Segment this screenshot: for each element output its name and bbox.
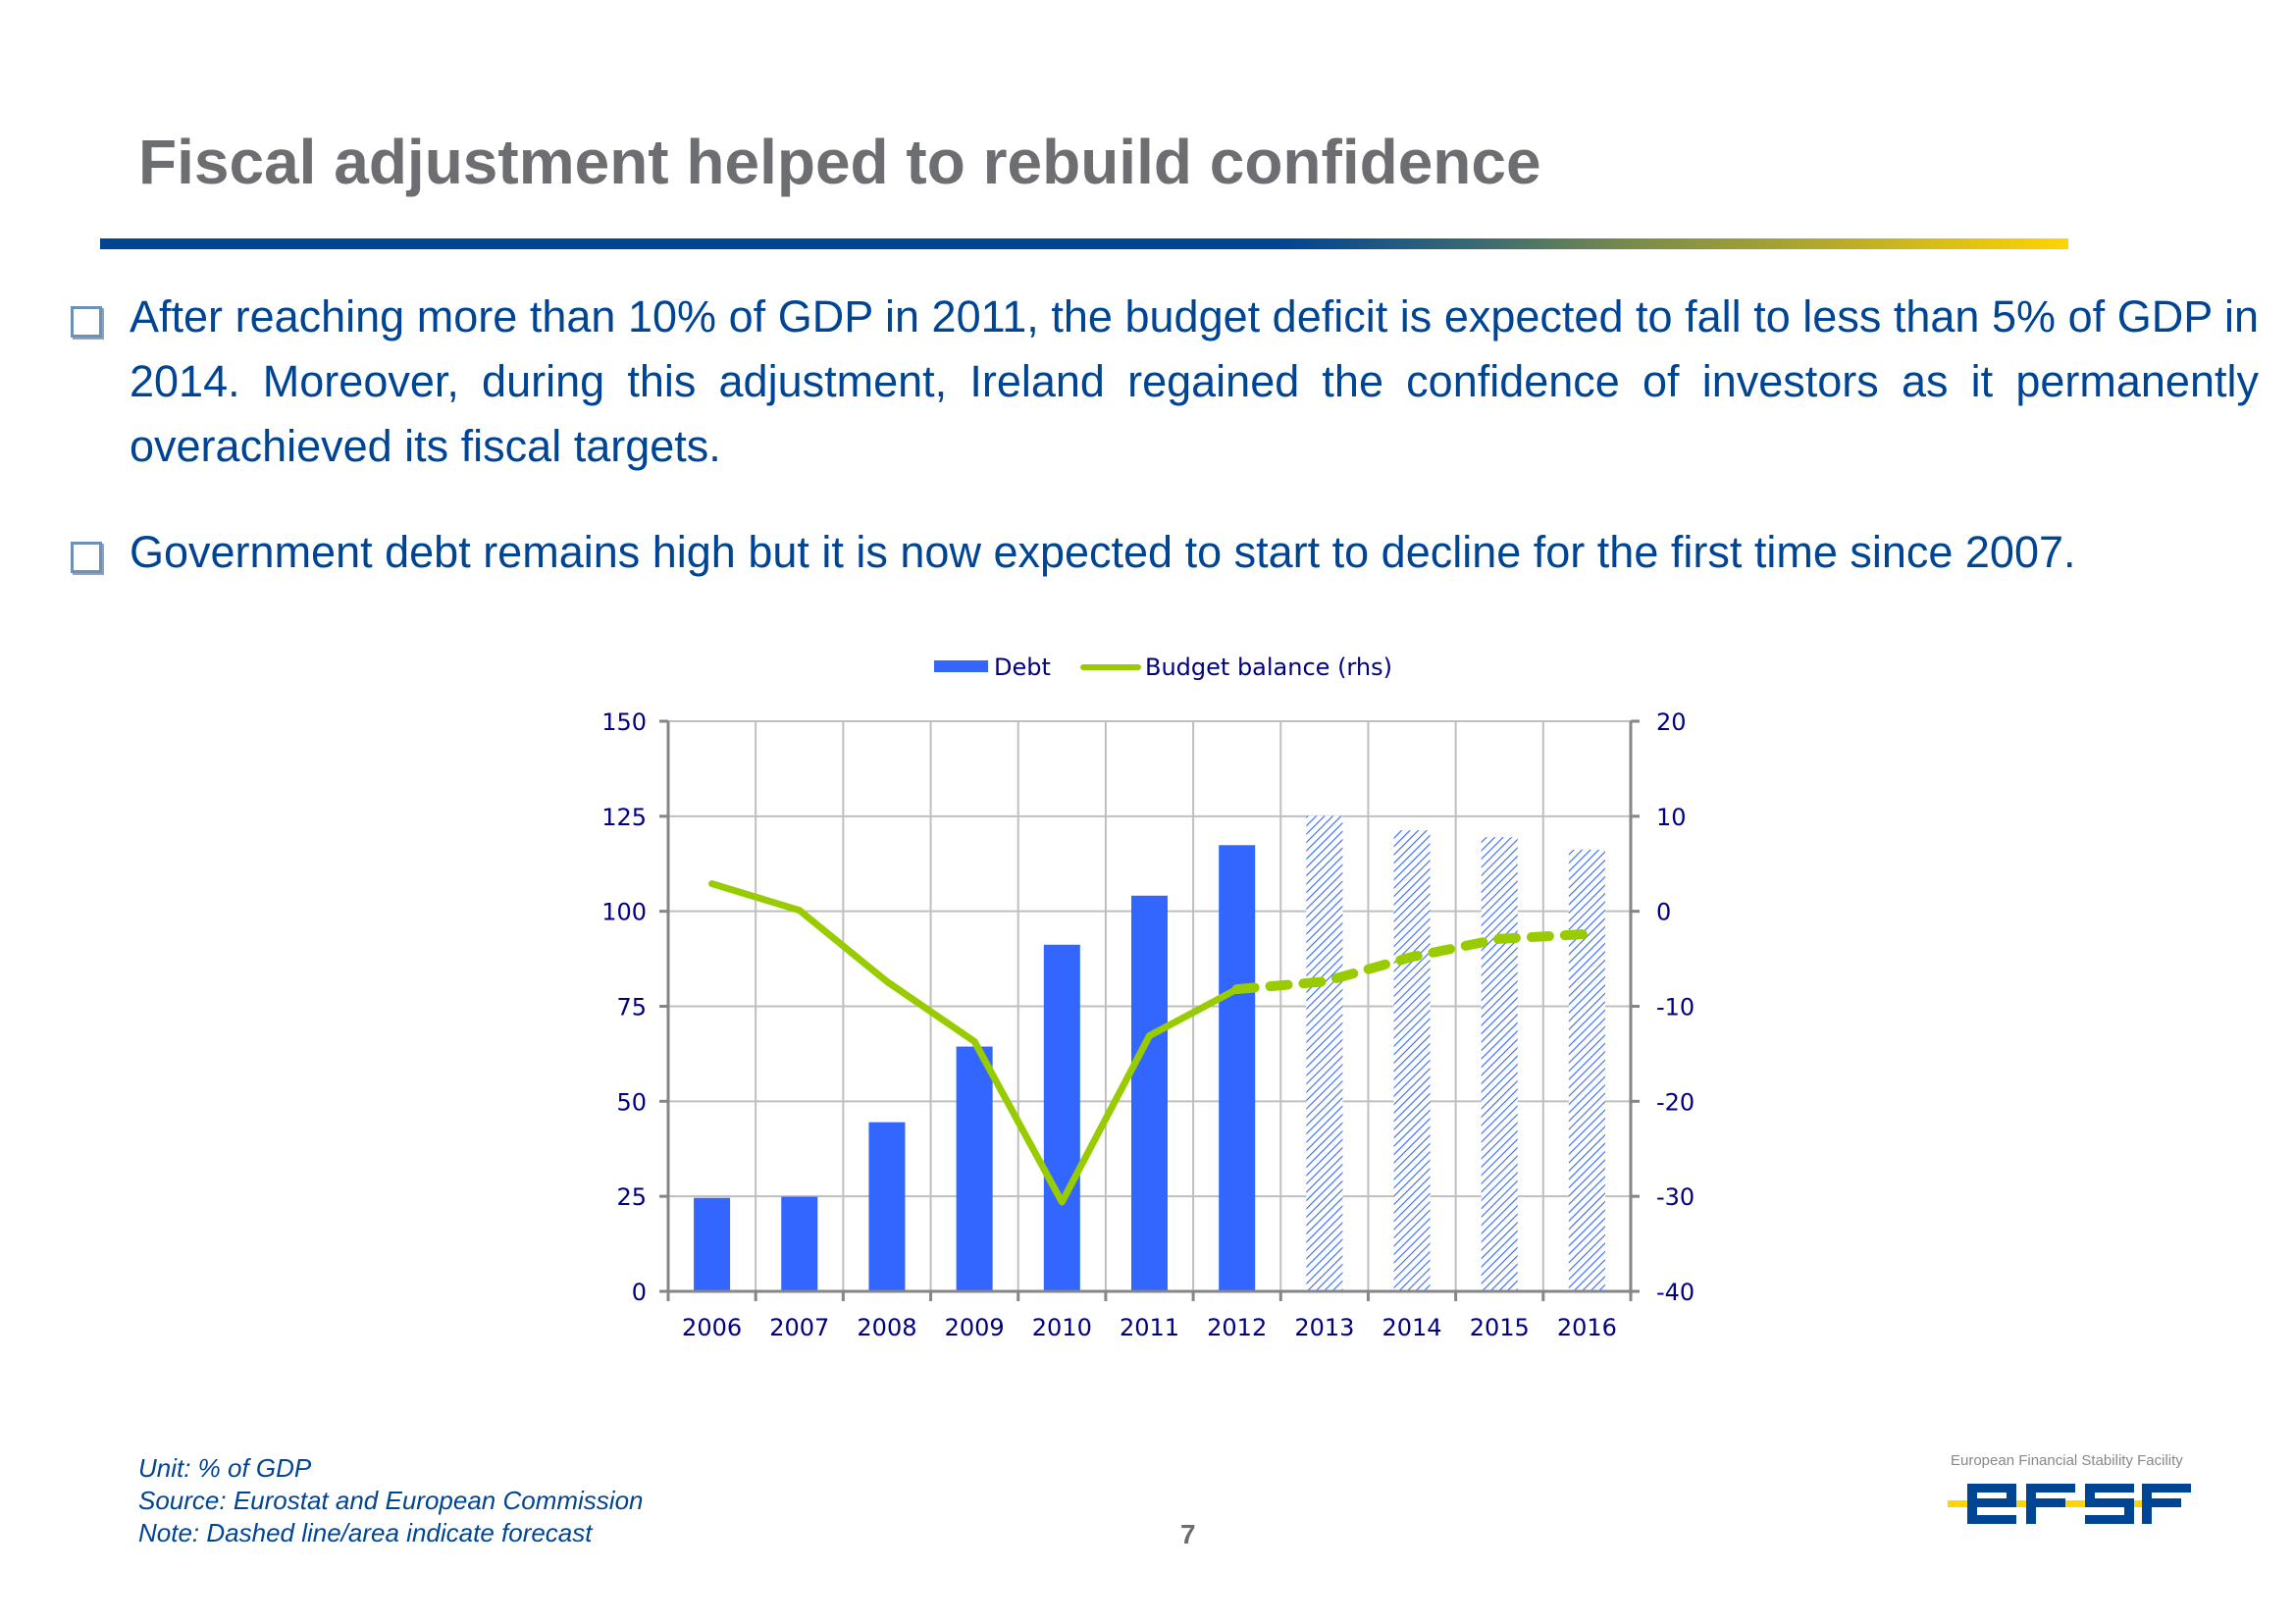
efsf-wordmark-icon [1948,1484,2191,1524]
unit-note: Unit: % of GDP [138,1453,312,1483]
x-axis-tick-label: 2006 [682,1314,742,1341]
debt-bar [868,1122,906,1291]
left-axis-tick-label: 100 [601,899,647,926]
slide-title: Fiscal adjustment helped to rebuild conf… [138,127,1541,197]
x-axis-tick-label: 2012 [1207,1314,1267,1341]
debt-bar [1131,895,1168,1291]
debt-bar-forecast [1393,830,1431,1291]
left-axis-tick-label: 150 [601,708,647,736]
debt-bar-forecast [1481,837,1518,1291]
bullet-text: After reaching more than 10% of GDP in 2… [130,291,2259,471]
x-axis-tick-label: 2009 [945,1314,1005,1341]
source-note: Source: Eurostat and European Commission [138,1486,644,1515]
right-axis-tick-label: 10 [1656,804,1687,831]
x-axis-tick-label: 2008 [857,1314,916,1341]
right-axis-tick-label: -40 [1656,1279,1694,1306]
title-underline [100,238,2068,249]
bullet-text: Government debt remains high but it is n… [130,527,2076,577]
chart-footnotes: Unit: % of GDP Source: Eurostat and Euro… [138,1452,644,1549]
bullet-item: After reaching more than 10% of GDP in 2… [71,285,2259,479]
x-axis-tick-label: 2015 [1470,1314,1530,1341]
debt-bar [1043,944,1080,1291]
budget-balance-line [708,880,1241,1206]
left-axis-tick-label: 125 [601,804,647,831]
legend-swatch-debt [934,660,988,672]
page-number: 7 [1180,1519,1196,1549]
debt-bar [1219,845,1256,1291]
right-axis-tick-label: -30 [1656,1183,1694,1211]
debt-bar [956,1046,993,1291]
forecast-note: Note: Dashed line/area indicate forecast [138,1518,593,1547]
logo-caption: European Financial Stability Facility [1951,1452,2183,1469]
debt-bar-forecast [1568,849,1605,1291]
legend-label-debt: Debt [994,654,1051,681]
x-axis-tick-label: 2014 [1382,1314,1442,1341]
right-axis-tick-label: -10 [1656,994,1694,1022]
chart-legend: Debt Budget balance (rhs) [934,654,1392,681]
debt-bar [694,1197,731,1291]
x-axis-tick-label: 2016 [1557,1314,1617,1341]
debt-bar [781,1196,818,1291]
x-axis-tick-label: 2013 [1294,1314,1354,1341]
right-axis-tick-label: -20 [1656,1088,1694,1116]
left-axis-tick-label: 50 [616,1088,647,1116]
legend-label-balance: Budget balance (rhs) [1145,654,1392,681]
checkbox-bullet-icon [71,306,102,338]
x-axis-tick-label: 2010 [1032,1314,1092,1341]
x-axis-tick-label: 2011 [1120,1314,1179,1341]
right-axis-tick-label: 0 [1656,899,1671,926]
left-axis-tick-label: 75 [616,994,647,1022]
right-axis-tick-label: 20 [1656,708,1687,736]
debt-bar-forecast [1306,815,1343,1291]
budget-balance-forecast-line [1231,928,1592,995]
efsf-logo: European Financial Stability Facility [1948,1452,2193,1531]
left-axis-tick-label: 25 [616,1183,647,1211]
x-axis-tick-label: 2007 [769,1314,829,1341]
checkbox-bullet-icon [71,542,102,573]
bullet-item: Government debt remains high but it is n… [71,520,2259,585]
left-axis-tick-label: 0 [632,1279,647,1306]
